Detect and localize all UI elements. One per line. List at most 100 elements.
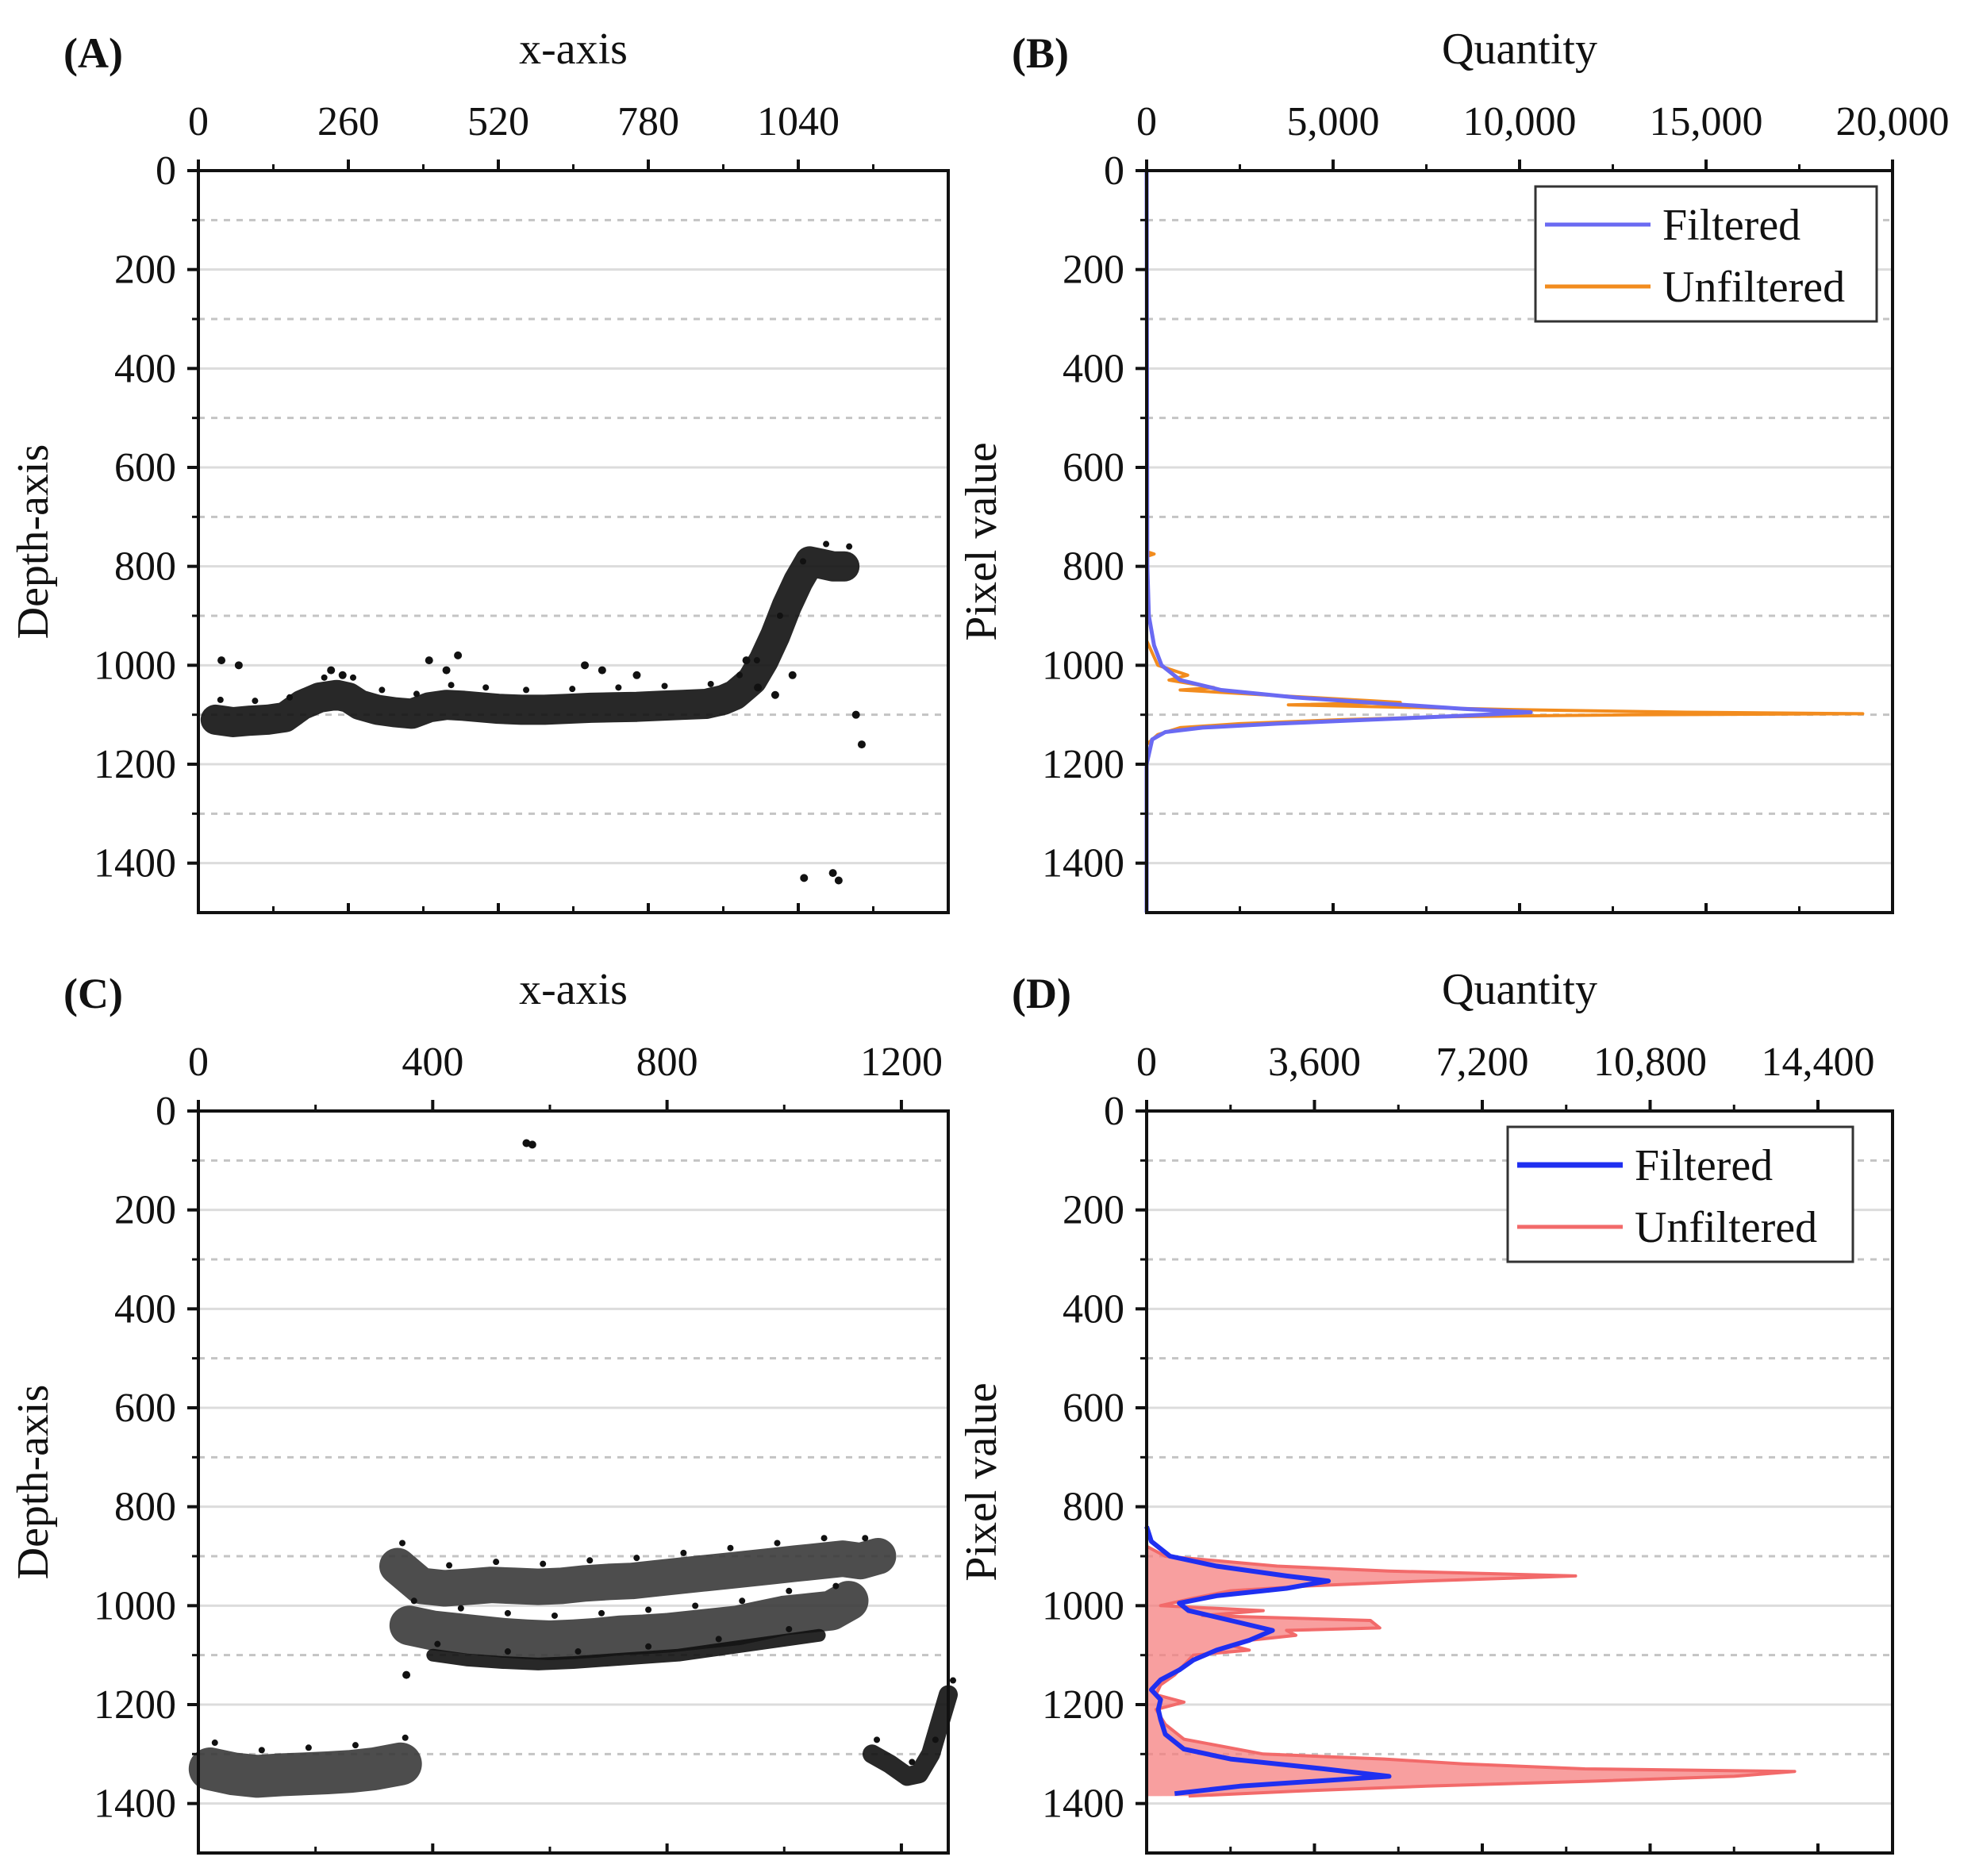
y-tick-label: 1400 [94, 841, 176, 886]
panel-label: (D) [1012, 970, 1071, 1017]
data-point [771, 690, 779, 699]
data-point [504, 1609, 511, 1617]
y-tick-label: 1000 [1042, 1583, 1124, 1628]
data-point [321, 674, 328, 681]
data-point [350, 674, 356, 681]
x-tick-label: 400 [402, 1040, 463, 1085]
data-point [252, 698, 259, 705]
y-axis-title: Pixel value [957, 442, 1006, 640]
data-point [909, 1759, 916, 1766]
data-point [482, 684, 490, 691]
data-point [442, 666, 451, 675]
data-band-lower-band [389, 1581, 869, 1660]
data-point [379, 686, 386, 694]
data-point [540, 1560, 547, 1567]
x-tick-label: 20,000 [1836, 99, 1950, 144]
x-tick-label: 14,400 [1762, 1040, 1875, 1085]
data-point [457, 1605, 464, 1612]
data-point [598, 1609, 605, 1617]
data-point [413, 690, 420, 698]
data-point [707, 680, 714, 687]
y-tick-label: 0 [156, 1089, 176, 1134]
panel-b: 0 5,000 10,000 15,000 20,000 0 200 400 600 800 100… [957, 25, 1950, 914]
data-point [402, 1734, 409, 1741]
data-point [446, 1562, 453, 1569]
x-tick-label: 520 [467, 99, 529, 144]
x-tick-label: 260 [317, 99, 379, 144]
y-tick-label: 1200 [1042, 742, 1124, 787]
data-point [820, 1535, 828, 1542]
data-point [739, 1597, 746, 1605]
x-tick-label: 10,800 [1593, 1040, 1707, 1085]
x-tick-label: 5,000 [1287, 99, 1380, 144]
y-tick-label: 600 [114, 445, 176, 490]
y-tick-label: 400 [1063, 346, 1124, 391]
y-tick-label: 600 [1063, 1386, 1124, 1431]
y-tick-label: 200 [114, 1188, 176, 1233]
panel-d: 0 3,600 7,200 10,800 14,400 0 200 400 600 800 1000… [957, 965, 1894, 1855]
data-point [586, 1557, 594, 1564]
data-point [305, 1744, 312, 1751]
data-point [504, 1648, 511, 1655]
data-point [800, 558, 806, 565]
data-point [633, 1555, 640, 1562]
legend-label-filtered: Filtered [1662, 201, 1800, 250]
y-tick-label: 0 [1104, 148, 1124, 194]
data-point [598, 666, 606, 675]
data-point [753, 657, 760, 664]
data-point [434, 1640, 441, 1647]
data-point [575, 1648, 582, 1655]
x-tick-label: 1200 [860, 1040, 943, 1085]
x-tick-label: 15,000 [1650, 99, 1763, 144]
data-point [327, 666, 336, 675]
y-tick-label: 800 [114, 544, 176, 590]
x-tick-label: 780 [617, 99, 679, 144]
data-band-upper-band [379, 1538, 897, 1607]
data-point [736, 671, 744, 679]
data-band-left-band [188, 1742, 422, 1798]
data-point [258, 1747, 265, 1754]
data-point [399, 1540, 406, 1547]
data-point [425, 656, 433, 665]
data-point [338, 671, 347, 679]
data-band-surface [200, 546, 860, 737]
data-point [352, 1742, 359, 1749]
panel-c: 0 400 800 1200 0 200 400 600 800 1000 1200 1400 x-ax… [9, 965, 958, 1855]
data-point [774, 1540, 781, 1547]
data-point [632, 671, 641, 679]
x-tick-label: 0 [1136, 1040, 1157, 1085]
data-point [551, 1612, 558, 1619]
y-tick-label: 600 [114, 1386, 176, 1431]
y-tick-label: 800 [114, 1485, 176, 1530]
data-band-right-edge [863, 1685, 958, 1786]
x-axis-title: x-axis [519, 25, 628, 74]
plot-frame [197, 169, 950, 914]
series-line-filtered [1144, 170, 1533, 913]
x-tick-label: 10,000 [1463, 99, 1577, 144]
data-point [402, 1670, 411, 1679]
legend: Filtered Unfiltered [1506, 1125, 1854, 1263]
data-point [569, 686, 576, 693]
x-axis-title: x-axis [519, 965, 628, 1014]
data-point [857, 740, 866, 749]
data-point [661, 682, 668, 690]
x-tick-label: 7,200 [1436, 1040, 1529, 1085]
data-point [874, 1736, 881, 1743]
x-tick-label: 3,600 [1268, 1040, 1361, 1085]
y-tick-label: 0 [1104, 1089, 1124, 1134]
data-point [950, 1677, 956, 1684]
data-point [715, 1636, 722, 1643]
data-point [932, 1736, 939, 1743]
data-point [828, 869, 837, 878]
data-point [523, 686, 530, 694]
data-point [862, 1535, 869, 1542]
data-point [786, 1587, 793, 1594]
x-axis-title: Quantity [1442, 965, 1597, 1014]
y-tick-label: 1200 [94, 742, 176, 787]
panel-label: (B) [1012, 29, 1069, 77]
data-point [786, 1625, 793, 1632]
y-tick-label: 1400 [1042, 1782, 1124, 1827]
plot-frame [197, 1109, 950, 1855]
panel-label: (C) [63, 970, 123, 1017]
y-tick-label: 400 [1063, 1286, 1124, 1332]
